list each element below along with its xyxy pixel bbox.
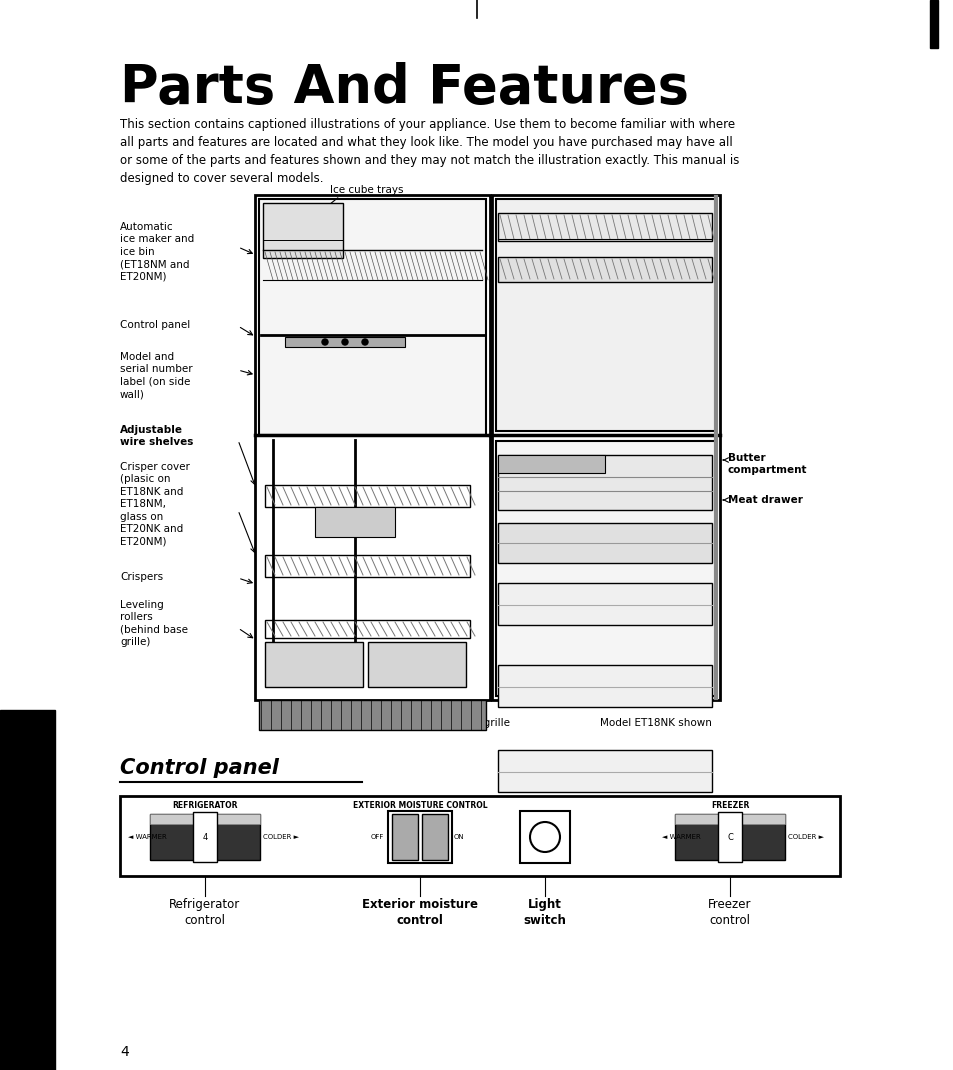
Text: 4: 4 xyxy=(120,1045,129,1059)
Bar xyxy=(497,750,711,792)
Bar xyxy=(368,642,465,687)
Text: ◄ WARMER: ◄ WARMER xyxy=(128,834,167,840)
Text: ◄ WARMER: ◄ WARMER xyxy=(661,834,700,840)
Circle shape xyxy=(530,822,559,852)
Bar xyxy=(314,507,395,537)
Text: This section contains captioned illustrations of your appliance. Use them to bec: This section contains captioned illustra… xyxy=(120,118,739,185)
Text: ON: ON xyxy=(454,834,464,840)
Bar xyxy=(497,455,711,510)
Bar xyxy=(263,203,343,258)
Bar xyxy=(497,523,711,563)
Circle shape xyxy=(322,339,328,345)
Text: EXTERIOR MOISTURE CONTROL: EXTERIOR MOISTURE CONTROL xyxy=(353,801,487,810)
Bar xyxy=(496,441,716,696)
Bar xyxy=(150,814,260,860)
Bar xyxy=(285,337,405,347)
Bar xyxy=(497,455,604,473)
Text: COLDER ►: COLDER ► xyxy=(263,834,298,840)
Circle shape xyxy=(341,339,348,345)
Bar xyxy=(0,710,55,1070)
Bar xyxy=(150,814,260,824)
Text: Refrigerator
control: Refrigerator control xyxy=(170,898,240,927)
Bar xyxy=(265,642,363,687)
Bar xyxy=(265,555,470,577)
Text: Model and
serial number
label (on side
wall): Model and serial number label (on side w… xyxy=(120,352,193,399)
Text: Control panel: Control panel xyxy=(120,320,190,330)
Bar xyxy=(265,620,470,638)
Bar xyxy=(421,814,448,860)
Bar xyxy=(497,257,711,282)
Text: Exterior moisture
control: Exterior moisture control xyxy=(361,898,477,927)
Text: FREEZER: FREEZER xyxy=(710,801,748,810)
Bar xyxy=(718,812,741,862)
Circle shape xyxy=(361,339,368,345)
Text: Automatic
ice maker and
ice bin
(ET18NM and
ET20NM): Automatic ice maker and ice bin (ET18NM … xyxy=(120,221,194,281)
Bar xyxy=(254,195,490,700)
Text: Control panel: Control panel xyxy=(120,758,278,778)
Text: Crispers: Crispers xyxy=(120,572,163,582)
Text: REFRIGERATOR: REFRIGERATOR xyxy=(172,801,237,810)
Bar xyxy=(258,199,485,435)
Bar xyxy=(497,213,711,241)
Text: Model ET18NK shown: Model ET18NK shown xyxy=(599,718,711,728)
Text: COLDER ►: COLDER ► xyxy=(787,834,823,840)
Bar xyxy=(497,583,711,625)
Bar xyxy=(675,814,784,824)
Text: Parts And Features: Parts And Features xyxy=(120,62,688,114)
Text: Base grille: Base grille xyxy=(455,718,510,728)
Text: Leveling
rollers
(behind base
grille): Leveling rollers (behind base grille) xyxy=(120,600,188,647)
Text: 4: 4 xyxy=(202,832,208,841)
Text: Ice cube trays: Ice cube trays xyxy=(330,185,403,195)
Bar xyxy=(258,700,485,730)
Text: Butter
compartment: Butter compartment xyxy=(727,453,806,475)
Text: Meat drawer: Meat drawer xyxy=(727,495,802,505)
Text: Light
switch: Light switch xyxy=(523,898,566,927)
Bar xyxy=(120,796,840,876)
Bar xyxy=(492,195,720,700)
Bar xyxy=(519,811,569,863)
Bar xyxy=(388,811,452,863)
Bar xyxy=(929,0,937,48)
Bar xyxy=(496,199,716,431)
Bar xyxy=(675,814,784,860)
Bar xyxy=(265,485,470,507)
Text: C: C xyxy=(726,832,732,841)
Bar xyxy=(193,812,216,862)
Text: Adjustable
wire shelves: Adjustable wire shelves xyxy=(120,425,193,447)
Text: Crisper cover
(plasic on
ET18NK and
ET18NM,
glass on
ET20NK and
ET20NM): Crisper cover (plasic on ET18NK and ET18… xyxy=(120,462,190,547)
Text: OFF: OFF xyxy=(370,834,384,840)
Bar xyxy=(392,814,417,860)
Bar xyxy=(497,664,711,707)
Text: Freezer
control: Freezer control xyxy=(707,898,751,927)
